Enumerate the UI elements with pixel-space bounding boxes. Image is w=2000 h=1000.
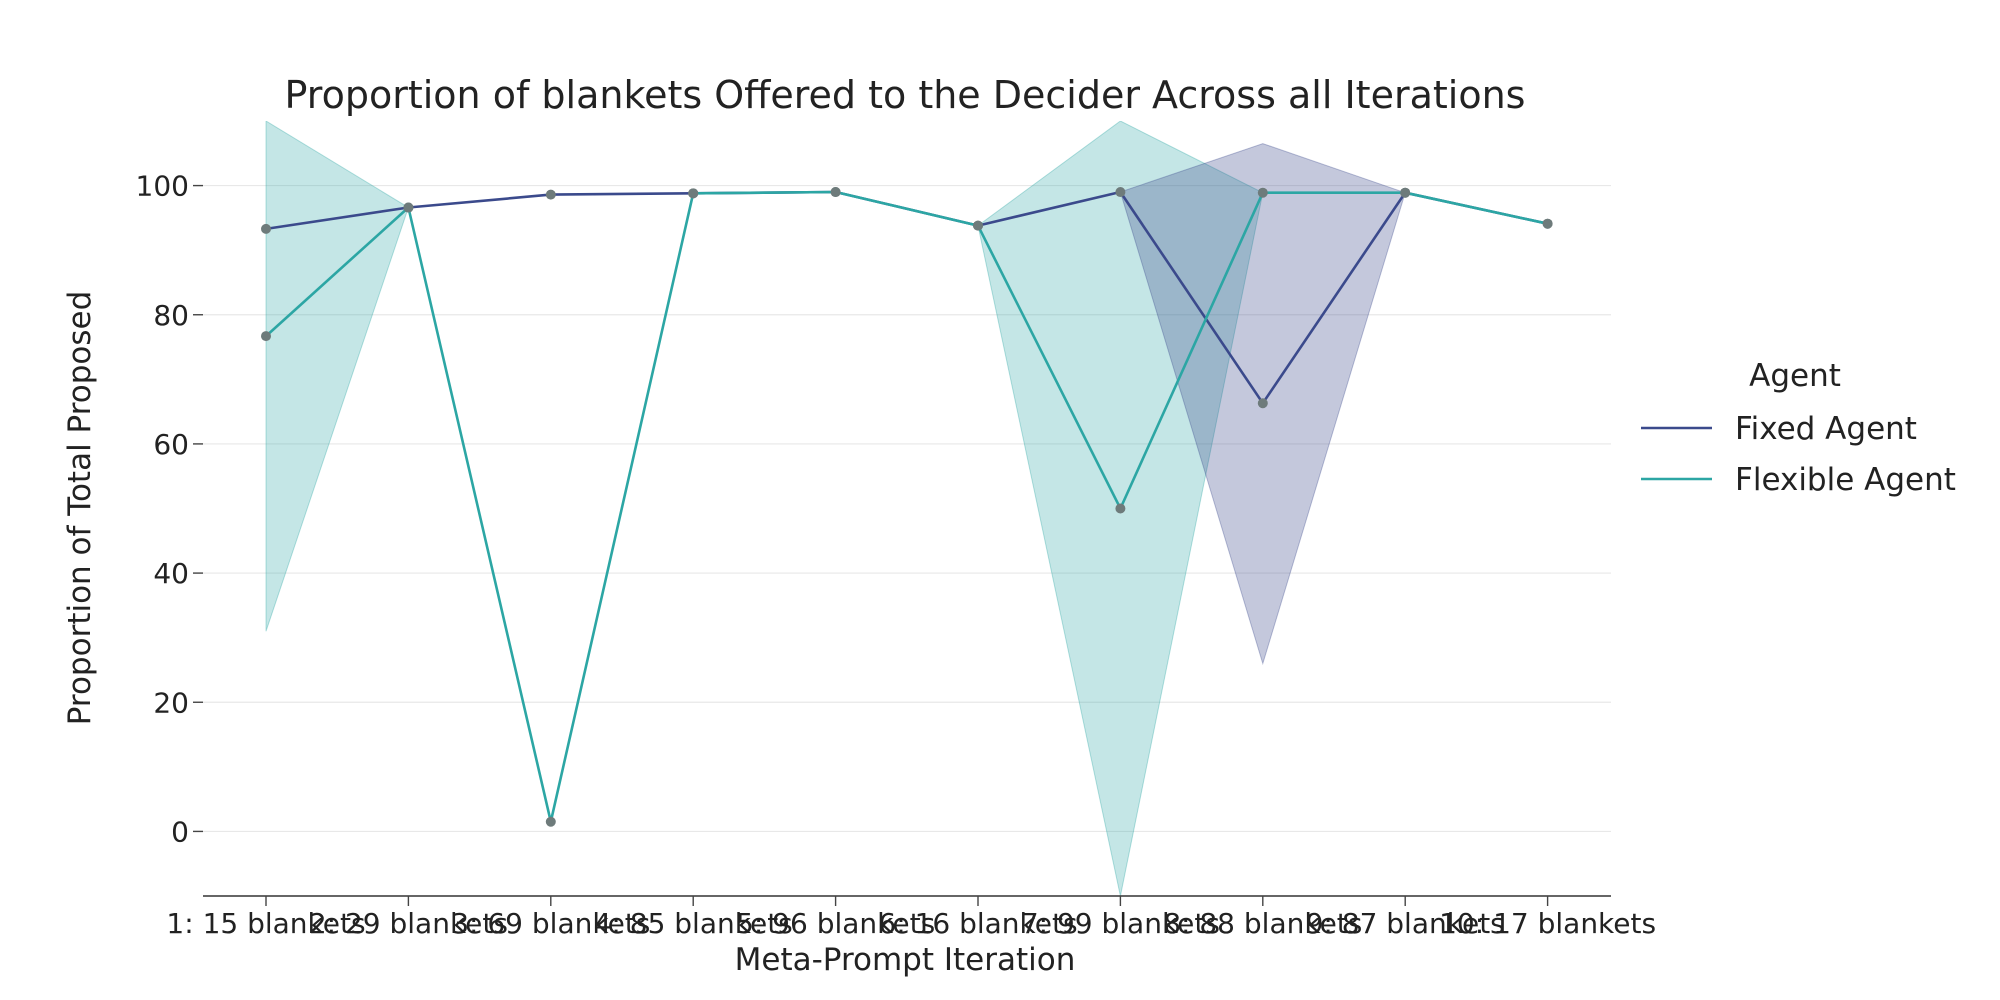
x-tick-label: 4: 85 blankets [594, 907, 793, 940]
x-tick-label: 1: 15 blankets [166, 907, 365, 940]
y-tick-label: 0 [171, 815, 189, 848]
data-point [403, 202, 414, 213]
x-tick-label: 10: 17 blankets [1439, 907, 1656, 940]
data-point [973, 220, 983, 231]
data-point [1257, 398, 1268, 409]
x-axis-title: Meta-Prompt Iteration [735, 942, 1076, 978]
data-point [545, 189, 556, 200]
data-point [1115, 503, 1126, 514]
legend-title: Agent [1749, 358, 1841, 394]
y-tick-label: 100 [136, 170, 189, 203]
y-axis: 0 20 40 60 80 100 [136, 170, 203, 848]
data-point [1115, 187, 1126, 198]
y-tick-label: 60 [153, 428, 189, 461]
x-tick-label: 3: 69 blankets [451, 907, 650, 940]
data-point [1257, 187, 1268, 198]
data-point [1542, 218, 1553, 229]
x-tick-label: 9: 87 blankets [1306, 907, 1505, 940]
data-markers [261, 187, 1553, 827]
x-tick-label: 8: 88 blankets [1163, 907, 1362, 940]
y-axis-title: Proportion of Total Proposed [62, 291, 98, 726]
x-tick-label: 5: 96 blankets [736, 907, 935, 940]
y-tick-label: 40 [153, 557, 189, 590]
legend-label: Fixed Agent [1735, 411, 1917, 447]
x-tick-label: 7: 99 blankets [1021, 907, 1220, 940]
y-tick-label: 20 [153, 686, 189, 719]
x-tick-label: 2: 29 blankets [309, 907, 508, 940]
data-point [1400, 187, 1411, 198]
grid-lines [203, 184, 1611, 833]
confidence-bands [265, 121, 1548, 896]
legend-label: Flexible Agent [1735, 462, 1956, 498]
chart-title: Proportion of blankets Offered to the De… [285, 73, 1526, 117]
legend: Agent Fixed Agent Flexible Agent [1641, 358, 1956, 498]
x-tick-label: 6: 16 blankets [878, 907, 1077, 940]
ci-band [265, 143, 1548, 666]
data-point [545, 816, 556, 827]
y-tick-label: 80 [153, 299, 189, 332]
series-lines [265, 190, 1548, 823]
data-point [830, 187, 841, 198]
data-point [261, 331, 271, 342]
series-line [265, 190, 1548, 823]
data-point [261, 223, 271, 234]
data-point [688, 188, 699, 199]
